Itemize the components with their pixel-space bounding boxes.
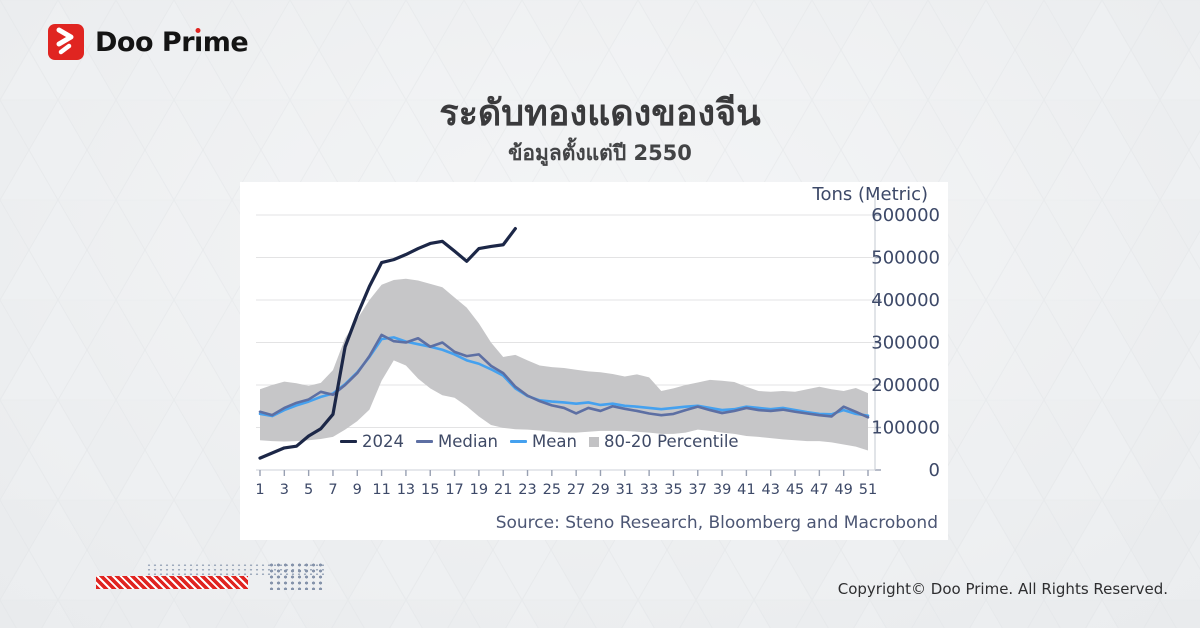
svg-text:51: 51 [859, 482, 877, 498]
doo-prime-logo-icon [48, 24, 84, 60]
svg-text:7: 7 [328, 482, 337, 498]
svg-text:25: 25 [543, 482, 561, 498]
svg-text:11: 11 [372, 482, 390, 498]
legend-label: 80-20 Percentile [603, 432, 739, 451]
legend-swatch-icon [416, 439, 433, 444]
svg-text:31: 31 [616, 482, 634, 498]
legend-swatch-icon [340, 439, 357, 444]
series-2024-line [258, 226, 517, 460]
svg-text:1: 1 [255, 482, 264, 498]
legend-item-mean: Mean [510, 432, 577, 451]
chart-legend: 2024 Median Mean 80-20 Percentile [340, 432, 739, 451]
legend-swatch-icon [588, 436, 599, 447]
svg-text:9: 9 [353, 482, 362, 498]
svg-text:45: 45 [786, 482, 804, 498]
svg-text:43: 43 [761, 482, 779, 498]
svg-text:400000: 400000 [871, 290, 940, 311]
svg-text:41: 41 [737, 482, 755, 498]
svg-text:600000: 600000 [871, 205, 940, 226]
svg-text:200000: 200000 [871, 375, 940, 396]
svg-text:39: 39 [713, 482, 731, 498]
svg-text:29: 29 [591, 482, 609, 498]
svg-text:49: 49 [834, 482, 852, 498]
legend-item-2024: 2024 [340, 432, 404, 451]
y-axis-labels: 0 100000 200000 300000 400000 500000 600000 [871, 205, 940, 481]
svg-text:27: 27 [567, 482, 585, 498]
svg-text:3: 3 [280, 482, 289, 498]
copyright-text: Copyright© Doo Prime. All Rights Reserve… [837, 580, 1168, 598]
x-axis-labels: 1 3 5 7 9 11 13 15 17 19 21 23 25 27 29 31 33 35 37 39 41 43 4… [255, 482, 877, 498]
grid-lines [256, 196, 881, 476]
page-subtitle: ข้อมูลตั้งแต่ปี 2550 [508, 141, 692, 165]
svg-text:500000: 500000 [871, 248, 940, 269]
legend-label: Mean [532, 432, 577, 451]
brand-logo: Doo Prı me [48, 24, 249, 60]
page-title: ระดับทองแดงของจีน [439, 93, 761, 134]
legend-item-median: Median [416, 432, 498, 451]
svg-text:17: 17 [445, 482, 463, 498]
svg-text:19: 19 [470, 482, 488, 498]
legend-label: 2024 [362, 432, 404, 451]
decor-dot-grid-dense [268, 562, 326, 590]
legend-swatch-icon [510, 439, 528, 444]
legend-label: Median [438, 432, 499, 451]
svg-text:15: 15 [421, 482, 439, 498]
brand-i: ı [194, 26, 203, 58]
chart-source: Source: Steno Research, Bloomberg and Ma… [495, 513, 938, 533]
svg-text:33: 33 [640, 482, 658, 498]
svg-text:5: 5 [304, 482, 313, 498]
series-median-line [258, 333, 870, 419]
legend-item-80-20-percentile: 80-20 Percentile [588, 432, 739, 451]
decor-red-striped-bar [96, 576, 248, 589]
svg-text:37: 37 [689, 482, 707, 498]
y-axis-unit-label: Tons (Metric) [812, 184, 928, 205]
brand-name: Doo Prı me [95, 26, 249, 58]
percentile-band [260, 278, 868, 451]
svg-text:21: 21 [494, 482, 512, 498]
chart-card: 0 100000 200000 300000 400000 500000 600000 1 3 5… [240, 182, 948, 540]
svg-text:13: 13 [397, 482, 415, 498]
svg-text:35: 35 [664, 482, 682, 498]
svg-text:0: 0 [929, 460, 940, 481]
svg-text:47: 47 [810, 482, 828, 498]
red-dot-icon [195, 27, 201, 33]
svg-text:300000: 300000 [871, 333, 940, 354]
svg-text:23: 23 [518, 482, 536, 498]
svg-text:100000: 100000 [871, 418, 940, 439]
